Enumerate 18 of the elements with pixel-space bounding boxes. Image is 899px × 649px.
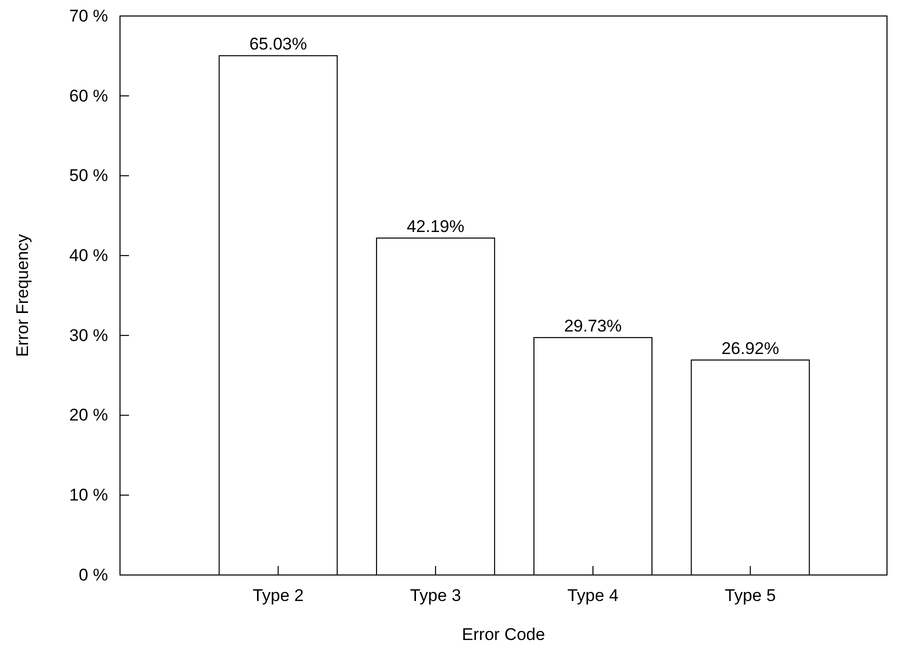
y-tick-label: 10 % bbox=[69, 486, 108, 505]
y-tick-label: 20 % bbox=[69, 406, 108, 425]
data-label: 26.92% bbox=[721, 339, 780, 358]
y-axis-title: Error Frequency bbox=[13, 234, 32, 357]
y-tick-label: 0 % bbox=[78, 565, 108, 584]
y-tick-label: 40 % bbox=[69, 246, 108, 266]
y-tick-label: 70 % bbox=[69, 6, 108, 26]
x-tick-label: Type 2 bbox=[252, 586, 304, 606]
x-tick-label: Type 5 bbox=[724, 586, 776, 606]
y-tick-label: 60 % bbox=[69, 86, 108, 106]
y-tick-label: 50 % bbox=[69, 166, 108, 186]
x-tick-label: Type 3 bbox=[410, 586, 462, 606]
x-tick-label: Type 4 bbox=[567, 586, 618, 606]
data-label: 42.19% bbox=[406, 217, 464, 236]
data-label: 65.03% bbox=[249, 34, 308, 54]
y-tick-label: 30 % bbox=[69, 326, 108, 345]
data-label: 29.73% bbox=[564, 316, 622, 336]
x-axis-title: Error Code bbox=[462, 625, 546, 644]
